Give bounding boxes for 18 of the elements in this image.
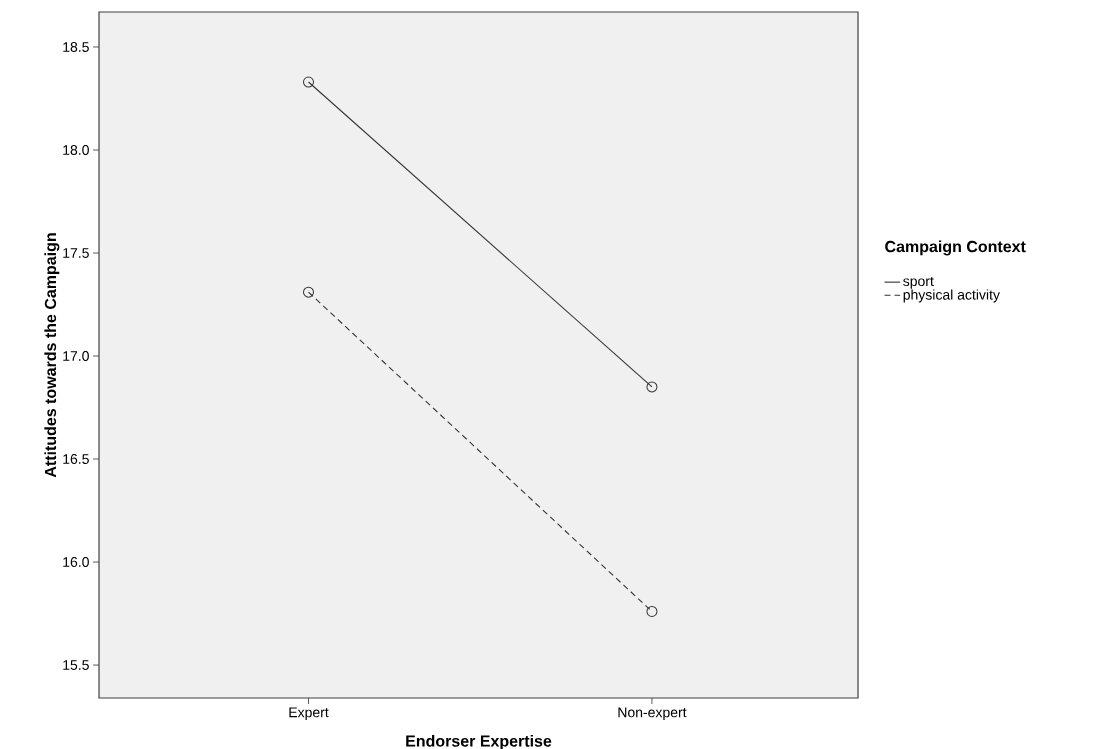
point xyxy=(646,381,658,393)
y-axis-title: Attitudes towards the Campaign xyxy=(44,233,60,478)
legend-label: physical activity xyxy=(903,289,1000,303)
x-axis-title: Endorser Expertise xyxy=(406,734,552,749)
y-tick-label: 17.5 xyxy=(63,248,89,258)
y-tick-label: 16.0 xyxy=(63,557,89,567)
x-tick-label: Non-expert xyxy=(618,707,687,721)
legend-label: sport xyxy=(903,276,934,289)
point xyxy=(303,286,314,298)
point xyxy=(303,76,314,88)
y-tick-label: 15.5 xyxy=(63,660,89,670)
x-tick-label: Expert xyxy=(289,707,329,721)
y-tick-label: 16.5 xyxy=(63,454,89,464)
legend-title: Campaign Context xyxy=(885,240,1026,256)
point xyxy=(646,605,658,617)
y-tick-label: 17.0 xyxy=(63,351,89,361)
y-tick-label: 18.5 xyxy=(63,42,89,52)
y-tick-label: 18.0 xyxy=(63,145,89,155)
